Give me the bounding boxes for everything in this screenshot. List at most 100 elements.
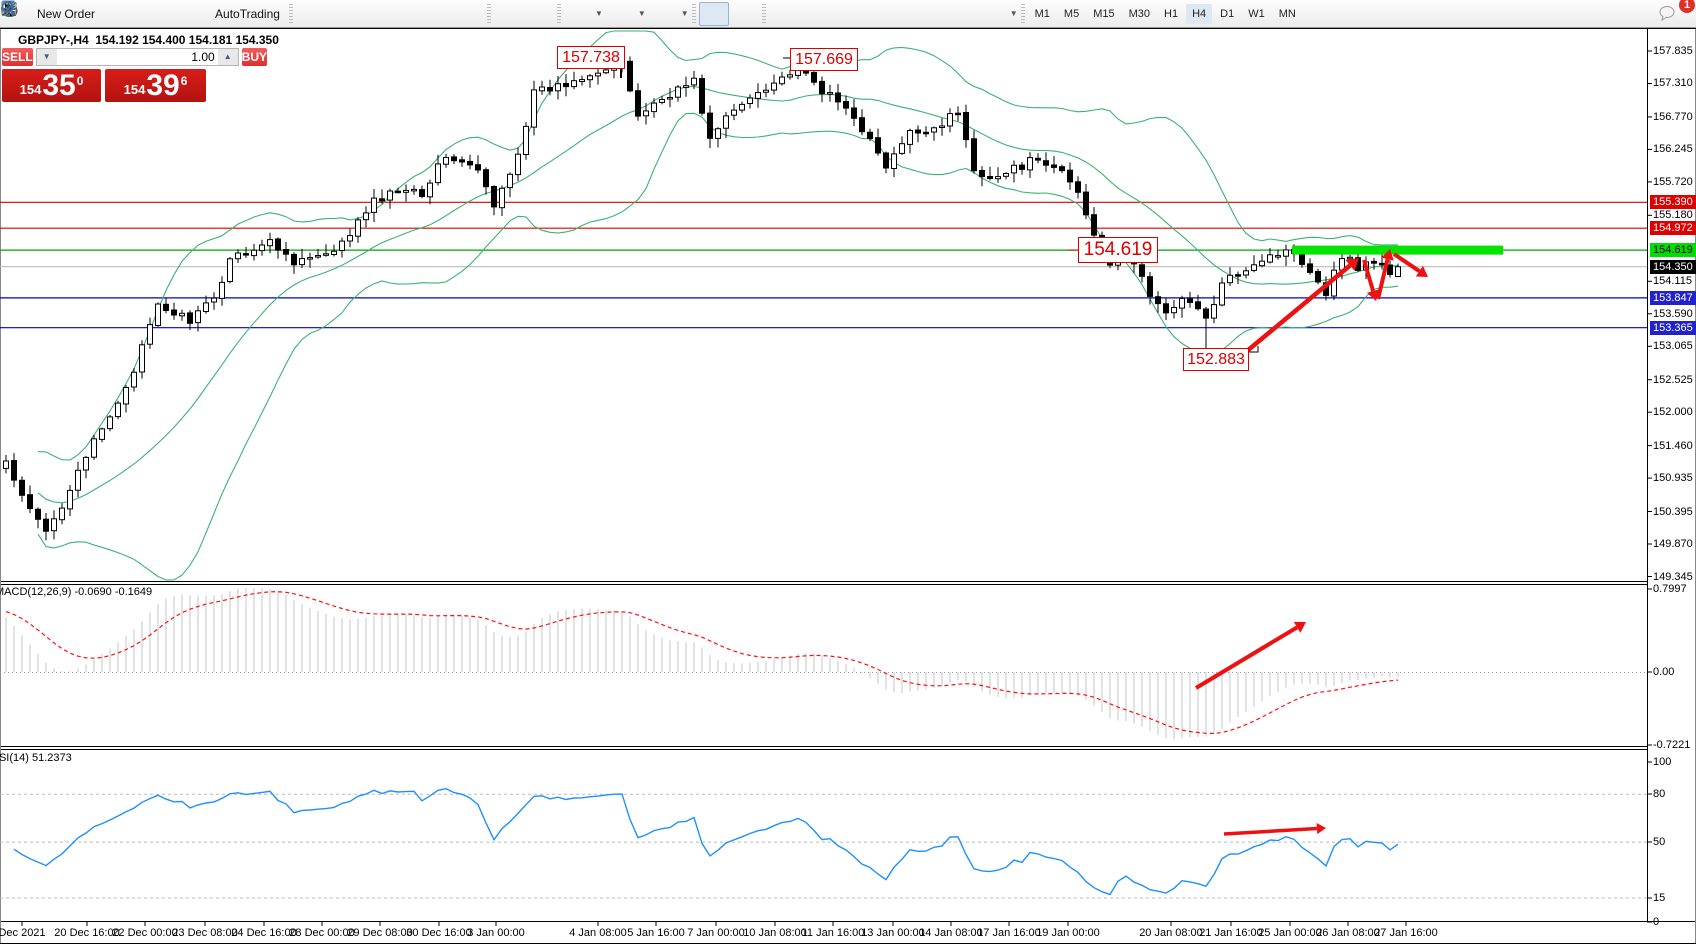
time-tick: 10 Jan 08:00 [743,927,807,939]
time-tick: 5 Jan 16:00 [627,927,685,939]
timeframe-H1[interactable]: H1 [1164,7,1179,20]
time-tick: 11 Jan 16:00 [801,927,865,939]
indicator-axis-tick: 50 [1653,836,1666,848]
text-icon[interactable]: A [5,2,949,26]
price-badge: 155.390 [1650,195,1696,210]
price-badge: 154.972 [1650,221,1696,236]
time-tick: 17 Jan 16:00 [977,927,1041,939]
ask-quote-panel[interactable]: 154 39 6 [105,69,206,102]
autotrading-label: AutoTrading [215,6,280,21]
templates-caret[interactable]: ▼ [680,9,689,18]
price-tick: 153.065 [1653,340,1693,353]
price-tick: 151.460 [1653,439,1693,452]
svg-text:T: T [6,5,12,16]
time-tick: 22 Dec 00:00 [112,927,178,939]
time-tick: 4 Jan 08:00 [569,927,627,939]
timeframe-D1[interactable]: D1 [1220,7,1235,20]
time-tick: 25 Jan 00:00 [1258,927,1322,939]
time-tick: 26 Jan 08:00 [1316,927,1380,939]
ask-big: 39 [146,69,180,102]
price-tick: 153.590 [1653,307,1693,320]
indicator-axis-tick: 80 [1653,788,1666,800]
indicator-axis-tick: 15 [1653,892,1666,904]
time-tick: 29 Dec 08:00 [347,927,413,939]
bid-sup: 0 [76,74,84,88]
periods-caret[interactable]: ▼ [637,9,646,18]
price-badge: 153.365 [1650,320,1696,335]
macd-indicator-label: MACD(12,26,9) -0.0690 -0.1649 [0,586,153,598]
indicators-caret[interactable]: ▼ [594,9,603,18]
price-annotation-label[interactable]: 157.738 [557,46,625,69]
time-tick: 14 Jan 08:00 [919,927,983,939]
indicator-axis-tick: -0.7221 [1653,739,1691,751]
ask-prefix: 154 [123,82,146,97]
time-tick: 30 Dec 16:00 [406,927,472,939]
timeframe-H4[interactable]: H4 [1186,3,1213,24]
notification-badge: 1 [1679,0,1695,13]
price-tick: 149.345 [1653,570,1693,583]
symbol-period: GBPJPY-,H4 [18,33,89,47]
one-click-trading-widget: SELL ▼ ▲ BUY 154 35 0 154 39 6 [2,48,268,102]
timeframe-M15[interactable]: M15 [1093,7,1115,20]
price-tick: 157.310 [1653,77,1693,90]
time-tick: 7 Jan 00:00 [687,927,745,939]
timeframe-W1[interactable]: W1 [1248,7,1265,20]
price-tick: 150.395 [1653,505,1693,518]
time-tick: 28 Dec 00:00 [289,927,355,939]
time-tick: 23 Dec 08:00 [172,927,238,939]
timeframe-M30[interactable]: M30 [1128,7,1151,20]
time-tick: 21 Jan 16:00 [1199,927,1263,939]
ask-sup: 6 [180,74,188,88]
time-tick: 13 Jan 00:00 [861,927,925,939]
time-tick: 20 Jan 08:00 [1139,927,1203,939]
time-tick: 24 Dec 16:00 [231,927,297,939]
arrows-tool-caret[interactable]: ▼ [1009,9,1018,18]
cursor-icon[interactable] [5,1,729,26]
price-annotation-label[interactable]: 157.669 [790,48,858,71]
time-tick: 19 Jan 00:00 [1036,927,1100,939]
time-tick: 3 Jan 00:00 [467,927,525,939]
price-tick: 155.720 [1653,175,1693,188]
volume-up-button[interactable]: ▲ [223,52,232,61]
search-icon[interactable] [1,1,1648,26]
volume-input[interactable] [56,49,218,65]
bid-quote-panel[interactable]: 154 35 0 [2,69,101,102]
indicator-axis-tick: 0 [1653,916,1660,928]
buy-button[interactable]: BUY [241,48,268,66]
price-tick: 149.870 [1653,538,1693,551]
time-tick: 27 Jan 16:00 [1374,927,1438,939]
price-badge: 153.847 [1650,290,1696,305]
price-tick: 152.000 [1653,406,1693,419]
rsi-indicator-label: RSI(14) 51.2373 [0,752,72,764]
symbol-ohlc-header: GBPJPY-,H4 154.192 154.400 154.181 154.3… [18,33,279,47]
time-tick: Dec 2021 [0,927,46,939]
ohlc-values: 154.192 154.400 154.181 154.350 [95,33,279,47]
price-badge: 154.350 [1650,259,1696,274]
price-tick: 155.180 [1653,209,1693,222]
price-tick: 150.935 [1653,472,1693,485]
volume-down-button[interactable]: ▼ [42,52,51,61]
sell-button[interactable]: SELL [2,48,33,66]
indicator-axis-tick: 0.00 [1653,666,1675,678]
price-badge: 154.619 [1650,243,1696,258]
time-tick: 20 Dec 16:00 [54,927,120,939]
svg-text:A: A [5,2,14,17]
indicator-axis-tick: 100 [1653,756,1672,768]
timeframe-M5[interactable]: M5 [1063,7,1080,20]
price-tick: 157.835 [1653,45,1693,57]
bid-big: 35 [42,69,76,102]
timeframe-switcher: M1 M5 M15 M30 H1 H4 D1 W1 MN [1028,3,1303,24]
new-order-label: New Order [37,6,96,21]
indicator-axis-tick: 0.7997 [1653,583,1687,595]
top-toolbar: New Order AutoTrading ▼ ▼ [0,0,1696,28]
price-tick: 154.115 [1653,275,1692,288]
price-annotation-label[interactable]: 152.883 [1183,348,1249,371]
price-annotation-label[interactable]: 154.619 [1078,237,1158,263]
price-tick: 152.525 [1653,373,1693,386]
timeframe-M1[interactable]: M1 [1034,7,1050,20]
price-tick: 156.770 [1653,110,1693,123]
timeframe-MN[interactable]: MN [1278,7,1296,20]
text-label-icon[interactable]: T [1,2,979,26]
chat-icon[interactable]: 1 [1658,0,1695,26]
